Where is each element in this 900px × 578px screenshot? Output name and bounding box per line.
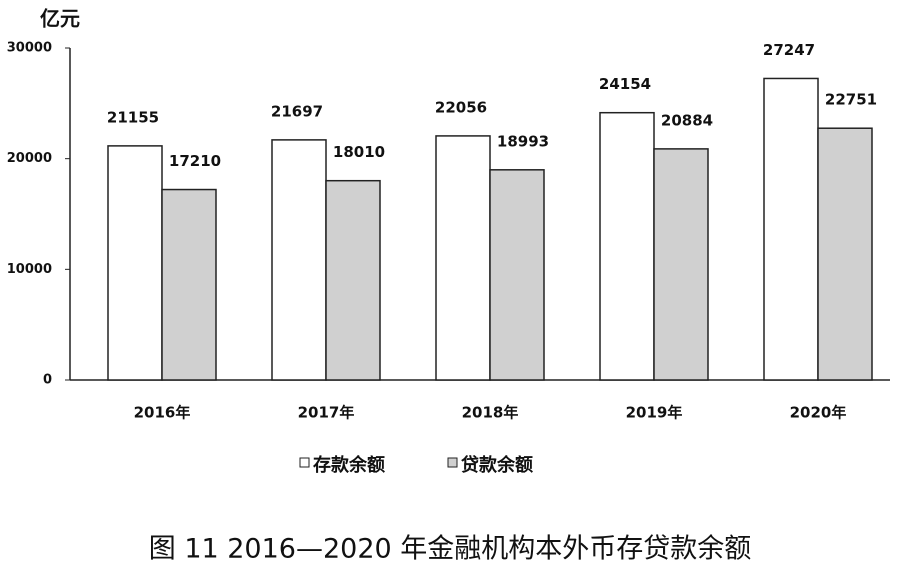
legend-swatch (299, 457, 310, 468)
x-tick-label: 2018年 (462, 404, 519, 422)
data-label: 21697 (271, 102, 323, 120)
bar (817, 127, 873, 381)
bar (763, 77, 819, 381)
bar (325, 179, 381, 381)
data-label: 27247 (763, 41, 815, 59)
bar (489, 169, 545, 381)
y-tick-label: 20000 (7, 151, 52, 166)
x-tick-label: 2016年 (134, 404, 191, 422)
legend-label: 存款余额 (313, 454, 385, 476)
bar (653, 148, 709, 381)
data-label: 22751 (825, 91, 877, 109)
bar (161, 188, 217, 381)
bar (271, 139, 327, 381)
bar (107, 145, 163, 381)
y-unit: 亿元 (40, 7, 80, 31)
data-label: 18993 (497, 132, 549, 150)
x-tick-label: 2019年 (626, 404, 683, 422)
data-label: 18010 (333, 143, 385, 161)
legend-swatch (447, 457, 458, 468)
y-tick-label: 10000 (7, 262, 52, 277)
data-label: 20884 (661, 111, 713, 129)
y-tick-label: 0 (43, 373, 52, 388)
data-label: 24154 (599, 75, 651, 93)
legend-label: 贷款余额 (461, 454, 533, 476)
y-tick-label: 30000 (7, 41, 52, 56)
data-label: 22056 (435, 98, 487, 116)
x-tick-label: 2020年 (790, 404, 847, 422)
x-tick-label: 2017年 (298, 404, 355, 422)
data-label: 17210 (169, 152, 221, 170)
bar (599, 111, 655, 381)
bar (435, 135, 491, 381)
data-label: 21155 (107, 108, 159, 126)
chart-title: 图 11 2016—2020 年金融机构本外币存贷款余额 (149, 534, 752, 565)
